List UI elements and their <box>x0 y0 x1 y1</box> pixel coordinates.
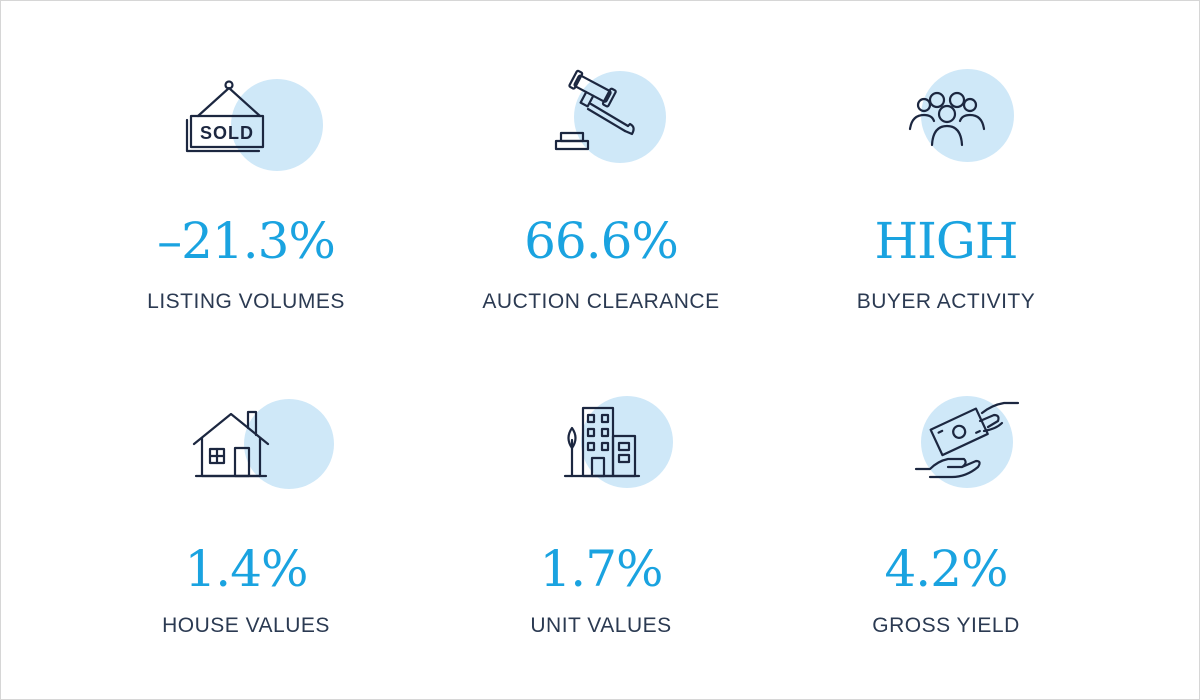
sold-sign-text: SOLD <box>200 123 254 143</box>
stat-gross-yield: 4.2% GROSS YIELD <box>756 346 1136 666</box>
auction-gavel-icon <box>546 69 676 171</box>
stat-label: BUYER ACTIVITY <box>856 290 1036 313</box>
stat-value: 1.4% <box>184 540 308 598</box>
stat-house-values: 1.4% HOUSE VALUES <box>56 346 436 666</box>
stat-value: HIGH <box>874 212 1019 270</box>
stat-label: LISTING VOLUMES <box>147 290 345 313</box>
stat-listing-volumes: SOLD –21.3% LISTING VOLUMES <box>56 1 436 341</box>
stat-buyer-activity: HIGH BUYER ACTIVITY <box>756 1 1136 341</box>
buyer-group-icon <box>896 69 1026 169</box>
stat-auction-clearance: 66.6% AUCTION CLEARANCE <box>411 1 791 341</box>
stat-label: UNIT VALUES <box>530 614 672 637</box>
money-hand-icon <box>906 391 1036 491</box>
sold-sign-icon: SOLD <box>185 76 323 176</box>
house-icon <box>186 394 334 494</box>
stat-value: 1.7% <box>539 540 663 598</box>
apartment-building-icon <box>559 396 689 496</box>
stat-value: 4.2% <box>884 540 1008 598</box>
stat-label: HOUSE VALUES <box>162 614 330 637</box>
stat-value: 66.6% <box>524 212 679 270</box>
stat-unit-values: 1.7% UNIT VALUES <box>411 346 791 666</box>
stat-label: AUCTION CLEARANCE <box>482 290 720 313</box>
stat-value: –21.3% <box>157 212 336 270</box>
stat-label: GROSS YIELD <box>872 614 1020 637</box>
